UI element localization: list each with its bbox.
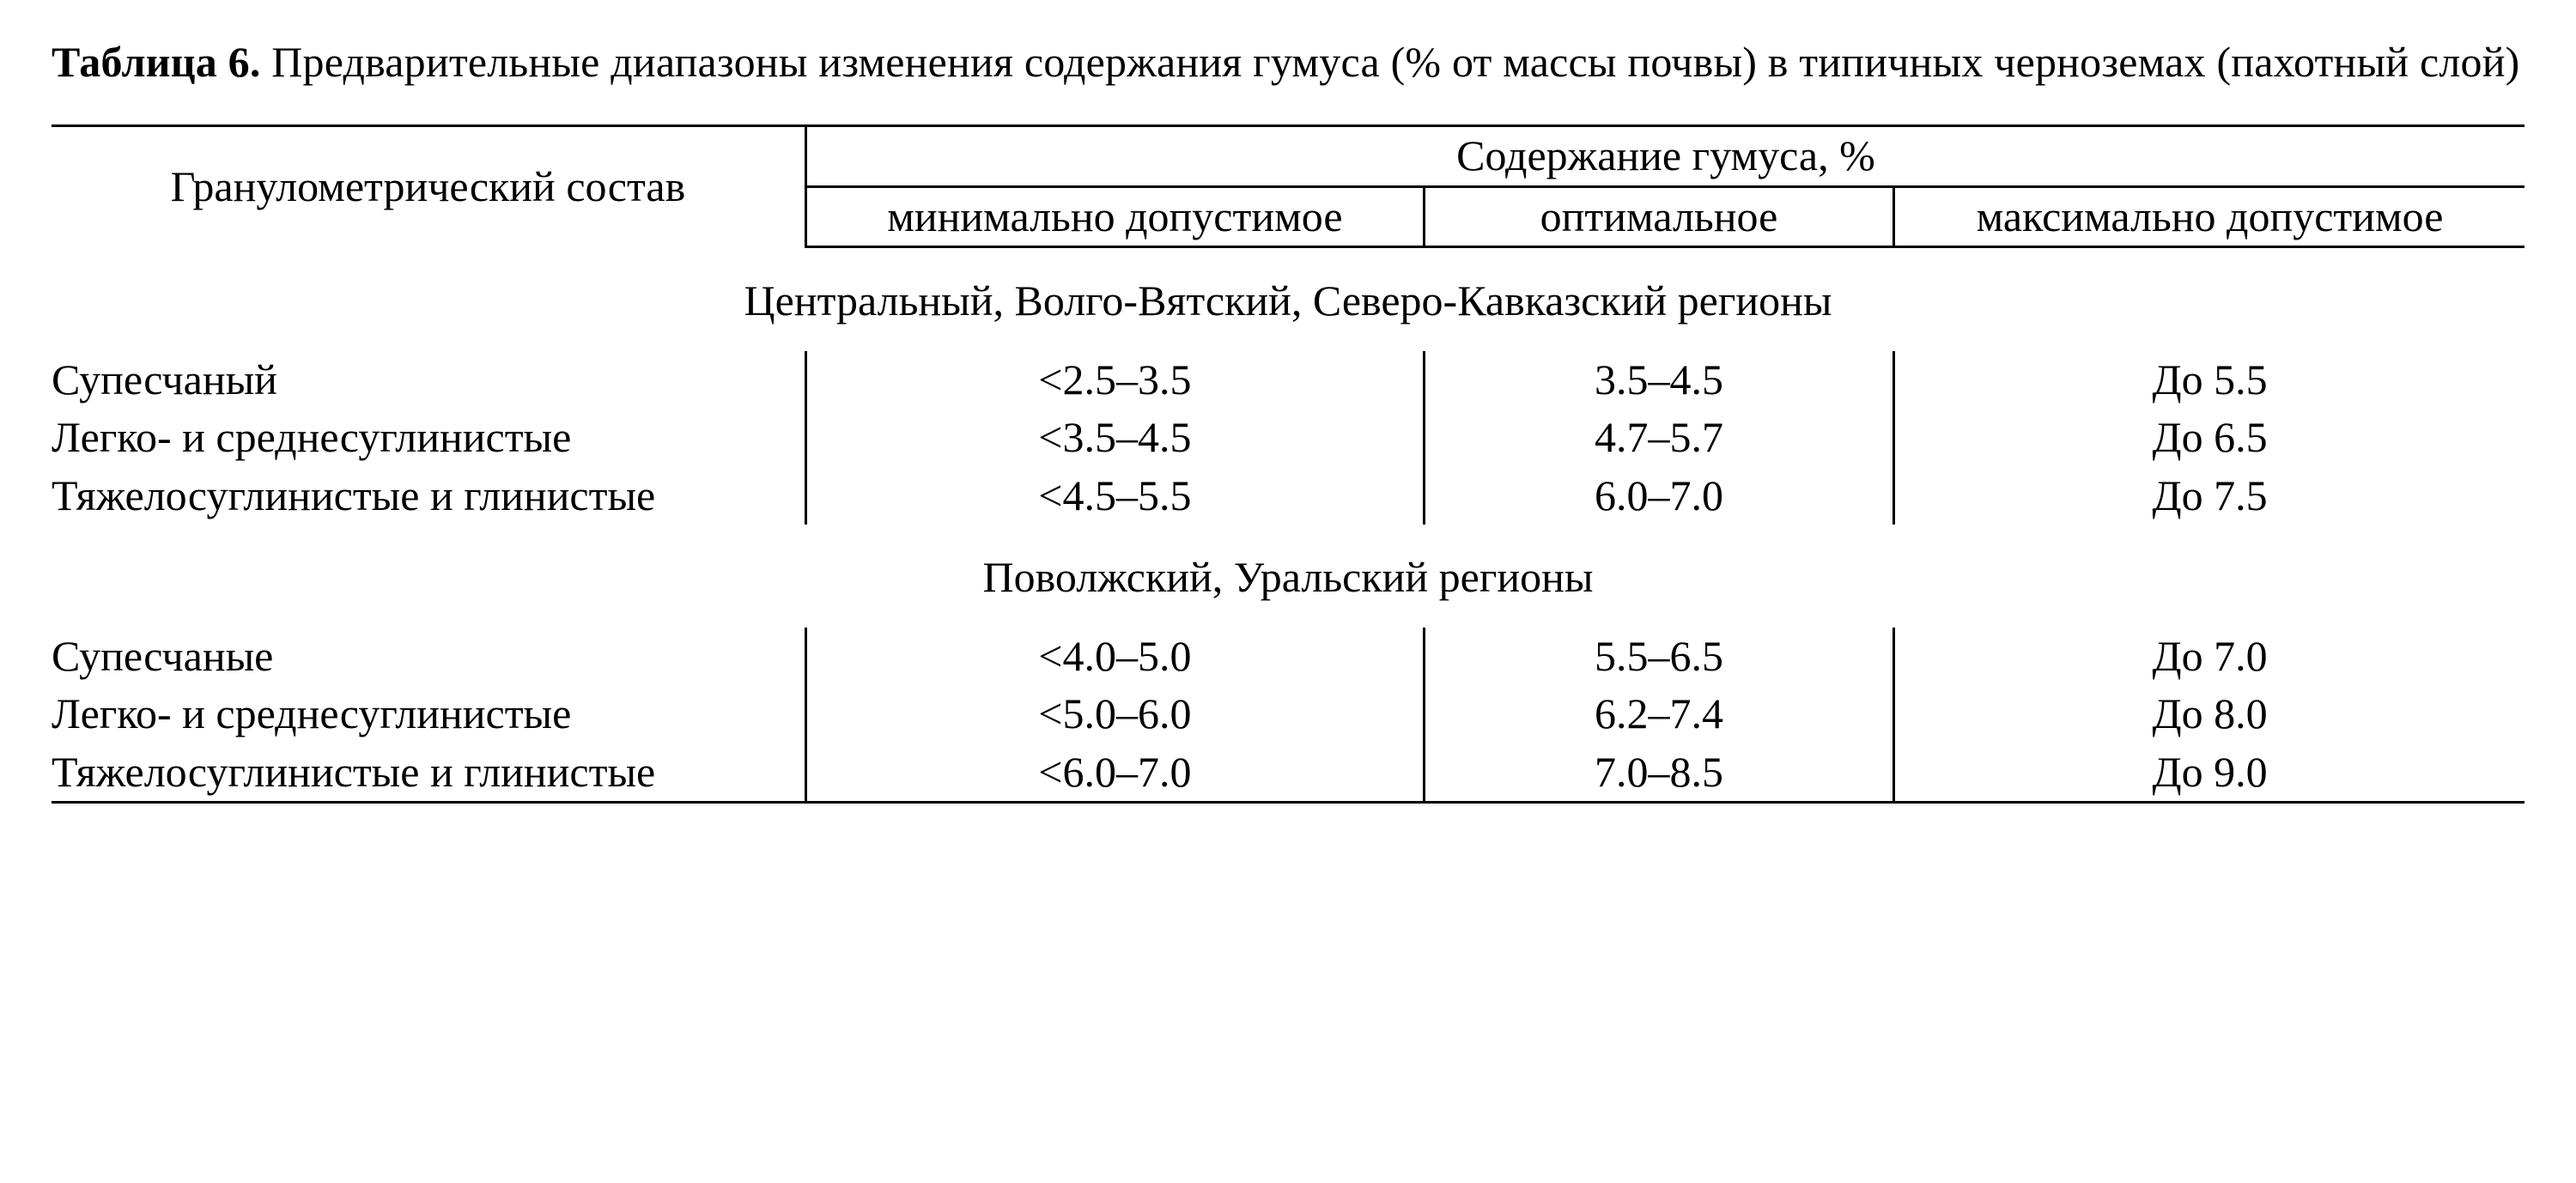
col-header-max: максимально допустимое [1894, 186, 2524, 247]
table-body: Центральный, Волго-Вятский, Северо-Кавка… [52, 247, 2524, 803]
cell-min: <6.0–7.0 [805, 743, 1424, 803]
table-row: Тяжелосуглинистые и глинистые <4.5–5.5 6… [52, 467, 2524, 525]
cell-max: До 6.5 [1894, 409, 2524, 467]
row-label: Легко- и среднесуглинистые [52, 409, 805, 467]
cell-opt: 3.5–4.5 [1424, 351, 1893, 410]
cell-min: <5.0–6.0 [805, 685, 1424, 743]
section-title: Поволжский, Уральский регионы [52, 525, 2524, 628]
cell-max: До 7.0 [1894, 628, 2524, 686]
row-label: Легко- и среднесуглинистые [52, 685, 805, 743]
humus-table: Гранулометрический состав Содержание гум… [52, 124, 2524, 804]
cell-opt: 6.2–7.4 [1424, 685, 1893, 743]
table-row: Легко- и среднесуглинистые <5.0–6.0 6.2–… [52, 685, 2524, 743]
cell-opt: 4.7–5.7 [1424, 409, 1893, 467]
table-row: Тяжелосуглинистые и глинистые <6.0–7.0 7… [52, 743, 2524, 803]
col-header-min: минимально допустимое [805, 186, 1424, 247]
row-label: Супесчаный [52, 351, 805, 410]
col-header-main: Гранулометрический состав [52, 126, 805, 247]
section-title: Центральный, Волго-Вятский, Северо-Кавка… [52, 247, 2524, 351]
table-row: Легко- и среднесуглинистые <3.5–4.5 4.7–… [52, 409, 2524, 467]
cell-opt: 7.0–8.5 [1424, 743, 1893, 803]
cell-min: <3.5–4.5 [805, 409, 1424, 467]
row-label: Тяжелосуглинистые и глинистые [52, 743, 805, 803]
table-caption-label: Таблица 6. [52, 38, 261, 86]
section-heading: Поволжский, Уральский регионы [52, 525, 2524, 628]
table-header: Гранулометрический состав Содержание гум… [52, 126, 2524, 247]
col-header-group: Содержание гумуса, % [805, 126, 2524, 187]
cell-max: До 7.5 [1894, 467, 2524, 525]
table-caption: Таблица 6. Предварительные диапазоны изм… [52, 34, 2524, 90]
table-row: Супесчаный <2.5–3.5 3.5–4.5 До 5.5 [52, 351, 2524, 410]
cell-max: До 8.0 [1894, 685, 2524, 743]
table-caption-text: Предварительные диапазоны изменения соде… [271, 38, 2519, 86]
cell-max: До 5.5 [1894, 351, 2524, 410]
cell-opt: 5.5–6.5 [1424, 628, 1893, 686]
cell-min: <4.5–5.5 [805, 467, 1424, 525]
cell-max: До 9.0 [1894, 743, 2524, 803]
cell-min: <2.5–3.5 [805, 351, 1424, 410]
page: Таблица 6. Предварительные диапазоны изм… [0, 0, 2576, 1183]
row-label: Супесчаные [52, 628, 805, 686]
cell-min: <4.0–5.0 [805, 628, 1424, 686]
row-label: Тяжелосуглинистые и глинистые [52, 467, 805, 525]
section-heading: Центральный, Волго-Вятский, Северо-Кавка… [52, 247, 2524, 351]
col-header-opt: оптимальное [1424, 186, 1893, 247]
table-row: Супесчаные <4.0–5.0 5.5–6.5 До 7.0 [52, 628, 2524, 686]
cell-opt: 6.0–7.0 [1424, 467, 1893, 525]
